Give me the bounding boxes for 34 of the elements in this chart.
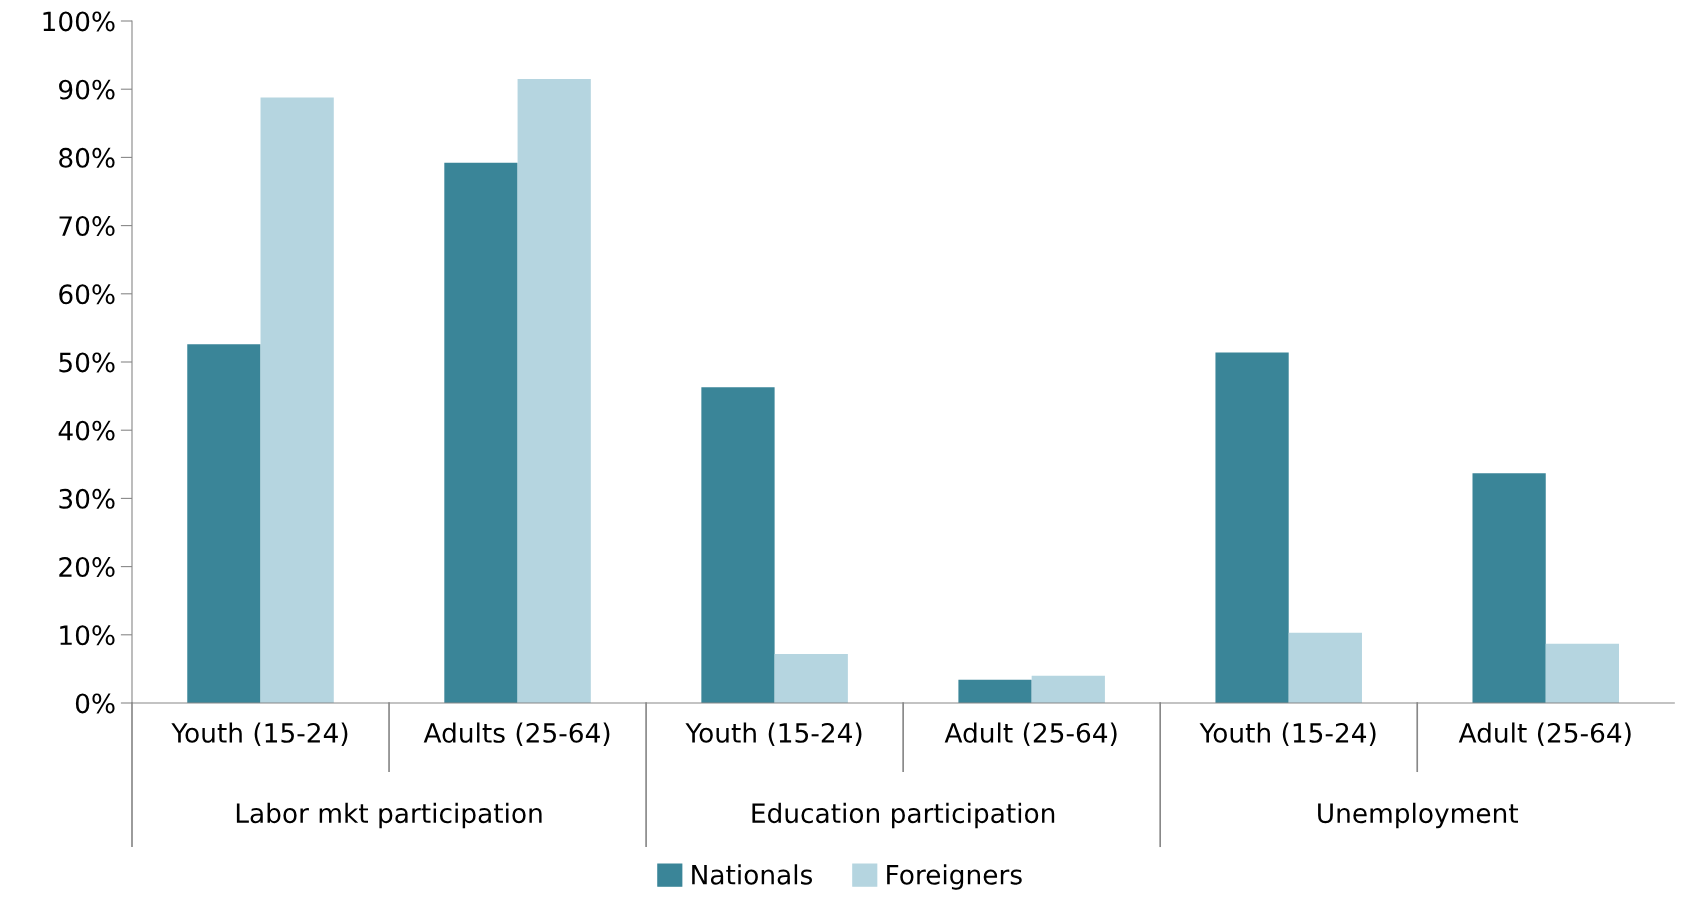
x-tick-label: Youth (15-24): [685, 722, 862, 746]
y-tick-label: 50%: [59, 352, 115, 373]
bar: [774, 653, 848, 703]
y-tick-label: 80%: [59, 147, 115, 168]
text: Unemployment: [1318, 802, 1519, 829]
text: Education participation: [752, 802, 1055, 829]
bar: [1545, 643, 1620, 703]
y-tick-label: 100%: [43, 11, 115, 32]
bar: [1288, 632, 1362, 703]
x-tick-label: Adult (25-64): [944, 722, 1117, 746]
y-tick-label: 90%: [59, 79, 115, 100]
bar: [1031, 675, 1105, 703]
bar: [1215, 352, 1289, 703]
x-tick-label: Adult (25-64): [1458, 722, 1631, 746]
y-tick-label: 60%: [59, 284, 115, 305]
y-tick-label: 40%: [58, 420, 115, 441]
y-tick-label: 0%: [75, 693, 115, 714]
bar: [958, 679, 1032, 703]
legend-label: Nationals: [692, 864, 813, 885]
bar: [701, 387, 775, 703]
y-tick-label: 70%: [59, 216, 115, 236]
legend-label: Foreigners: [887, 864, 1022, 890]
y-tick-label: 30%: [59, 488, 115, 509]
x-tick-label: Adults (25-64): [423, 722, 610, 746]
bar: [260, 97, 334, 703]
bar: [187, 344, 261, 703]
text: Labor mkt participation: [236, 802, 542, 829]
bar: [1472, 473, 1546, 703]
bar: [444, 162, 518, 703]
x-tick-label: Youth (15-24): [1199, 722, 1376, 746]
x-tick-label: Youth (15-24): [171, 722, 348, 746]
bar: [517, 78, 591, 703]
y-tick-label: 20%: [59, 557, 115, 577]
y-tick-label: 10%: [60, 625, 115, 646]
